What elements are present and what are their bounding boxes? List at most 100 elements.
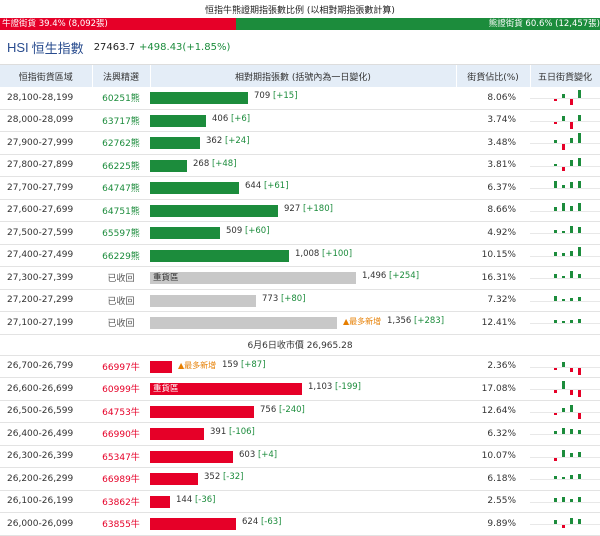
sparkline-baseline [530,479,600,481]
warrant-code[interactable]: 64751熊 [92,199,150,222]
five-day-sparkline [530,401,600,422]
ratio-cell: 3.81% [456,154,530,177]
contracts-change: [-240] [278,404,305,415]
sparkline-bar [554,274,557,279]
sparkline-bar [578,390,581,398]
contracts-cell: 509 [+60] [150,221,456,245]
five-day-sparkline [530,87,600,108]
five-day-cell [530,109,600,132]
contracts-change: [-32] [222,472,244,482]
warrant-code[interactable]: 60999牛 [92,377,150,401]
table-row: 27,900-27,999 62762熊 362 [+24] 3.48% [0,131,600,155]
contracts-number: 624 [242,517,261,527]
most-added-tag: ▲最多新增 [343,316,381,327]
header-five-day: 五日街貨變化 [530,65,600,87]
warrant-code[interactable]: 66997牛 [92,355,150,378]
warrant-code[interactable]: 66990牛 [92,422,150,446]
warrant-code[interactable]: 66225熊 [92,154,150,177]
contracts-cell: 603 [+4] [150,445,456,468]
table-row: 28,000-28,099 63717熊 406 [+6] 3.74% [0,109,600,132]
close-price-separator: 6月6日收市價 26,965.28 [0,334,600,356]
contracts-change: [+15] [272,91,298,101]
contracts-cell: ▲最多新增 159 [+87] [150,355,456,378]
five-day-cell [530,244,600,267]
table-row: 27,500-27,599 65597熊 509 [+60] 4.92% [0,221,600,245]
contracts-number: 509 [226,226,245,236]
ratio-cell: 8.06% [456,87,530,110]
ratio-cell: 12.64% [456,400,530,423]
sparkline-bar [554,163,557,166]
warrant-code[interactable]: 62762熊 [92,131,150,155]
contracts-value: 603 [+4] [239,450,277,460]
sparkline-bar [570,99,573,106]
warrant-code[interactable]: 63855牛 [92,512,150,536]
tag-text: 最多新增 [184,360,217,370]
table-row: 26,600-26,699 60999牛 重貨區 1,103 [-199] 17.08% [0,377,600,401]
contracts-change: [+180] [302,203,333,214]
warrant-code[interactable]: 64753牛 [92,400,150,423]
contracts-change: [+4] [257,449,278,460]
sparkline-bar [570,404,573,412]
warrant-code[interactable]: 64747熊 [92,176,150,200]
sparkline-baseline [530,524,600,526]
five-day-cell [530,176,600,200]
contracts-value: 159 [+87] [222,360,266,370]
contracts-value: 144 [-36] [176,495,215,505]
index-name[interactable]: 恒生指數 [31,41,84,57]
range-cell: 26,100-26,199 [0,490,92,513]
five-day-cell [530,87,600,110]
sparkline-bar [578,412,581,419]
sparkline-bar [562,231,565,234]
contracts-value: 391 [-106] [210,427,255,437]
five-day-cell [530,311,600,335]
warrant-code[interactable]: 63862牛 [92,490,150,513]
table-row: 27,800-27,899 66225熊 268 [+48] 3.81% [0,154,600,177]
contracts-value: 1,008 [+100] [295,249,352,259]
cbbc-table: 恒指街貨區域 法興精選 相對期指張數 (括號內為一日變化) 街貨佔比(%) 五日… [0,65,600,536]
five-day-sparkline [530,290,600,311]
five-day-cell [530,289,600,312]
index-code[interactable]: HSI [7,39,29,55]
warrant-code[interactable]: 65597熊 [92,221,150,245]
five-day-sparkline [530,312,600,333]
warrant-code[interactable]: 63717熊 [92,109,150,132]
sparkline-bar [570,429,573,435]
sparkline-bar [578,133,581,144]
header-code: 法興精選 [92,65,151,87]
sparkline-bar [562,428,565,435]
sparkline-baseline [530,188,600,190]
close-price-text: 6月6日收市價 26,965.28 [0,334,600,356]
sparkline-baseline [530,278,600,280]
contracts-cell: 927 [+180] [150,199,456,222]
range-cell: 26,600-26,699 [0,377,92,401]
contracts-change: [+24] [224,136,250,146]
ratio-cell: 8.66% [456,199,530,222]
contracts-bar [150,182,239,194]
sparkline-bar [554,206,557,211]
sparkline-bar [570,226,573,234]
sparkline-bar [562,407,565,412]
table-row: 27,100-27,199 已收回 ▲最多新增 1,356 [+283] 12.41% [0,311,600,335]
contracts-value: 406 [+6] [212,114,250,124]
contracts-cell: 268 [+48] [150,154,456,177]
sparkline-bar [578,227,581,234]
title-bar: 恒指牛熊證期指張數比例 (以相對期指張數計算) [0,0,600,18]
contracts-cell: 624 [-63] [150,512,456,536]
table-row: 26,000-26,099 63855牛 624 [-63] 9.89% [0,512,600,536]
warrant-code[interactable]: 60251熊 [92,87,150,110]
ratio-cell: 3.74% [456,109,530,132]
warrant-code[interactable]: 66989牛 [92,467,150,491]
contracts-bar [150,204,278,217]
ratio-cell: 6.37% [456,176,530,200]
ratio-cell: 3.48% [456,131,530,155]
header-ratio: 街貨佔比(%) [456,65,531,87]
warrant-code[interactable]: 66229熊 [92,244,150,267]
range-cell: 26,300-26,399 [0,445,92,468]
sparkline-bar [570,297,573,301]
five-day-sparkline [530,245,600,266]
five-day-cell [530,199,600,222]
warrant-code[interactable]: 65347牛 [92,445,150,468]
sparkline-bar [562,115,565,121]
contracts-cell: 756 [-240] [150,400,456,423]
sparkline-baseline [530,165,600,167]
